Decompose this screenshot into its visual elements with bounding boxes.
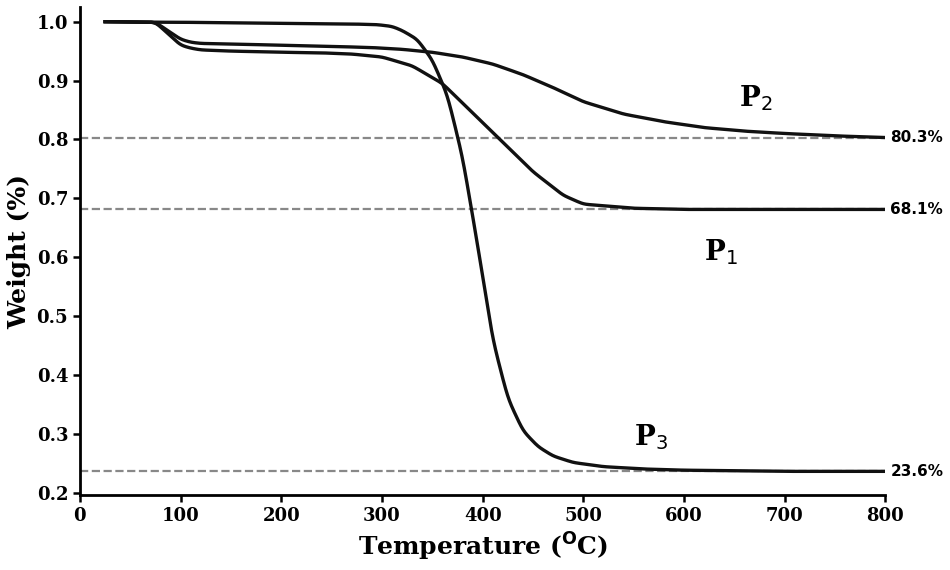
Text: P$_2$: P$_2$ <box>739 83 773 113</box>
Text: P$_3$: P$_3$ <box>634 422 668 451</box>
Text: P$_1$: P$_1$ <box>704 238 738 267</box>
Text: 23.6%: 23.6% <box>890 464 943 479</box>
Text: 68.1%: 68.1% <box>890 202 943 217</box>
X-axis label: Temperature ($^{\mathbf{O}}$C): Temperature ($^{\mathbf{O}}$C) <box>357 531 608 563</box>
Text: 80.3%: 80.3% <box>890 130 943 145</box>
Y-axis label: Weight (%): Weight (%) <box>7 174 31 329</box>
